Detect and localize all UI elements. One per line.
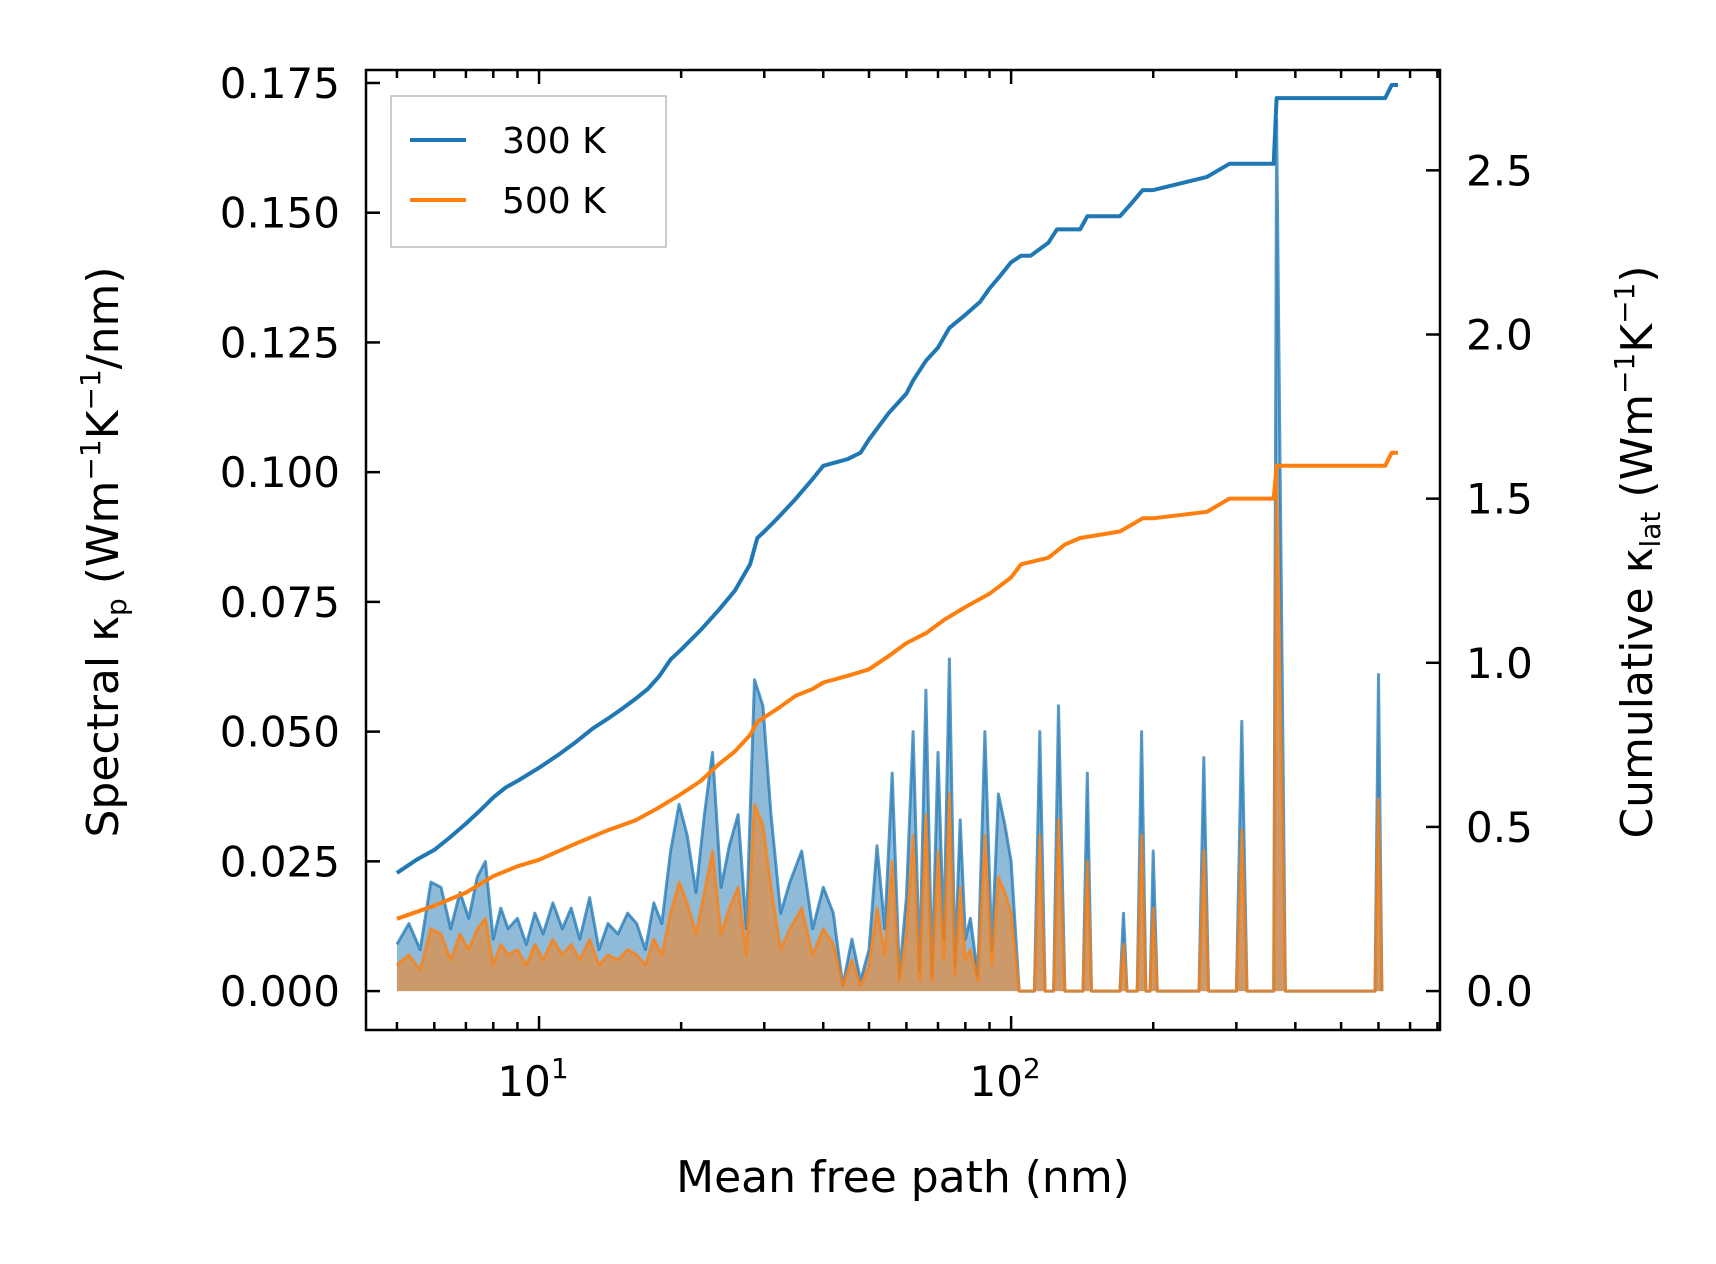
y-left-title-mid: K (78, 409, 129, 439)
y-left-tick-label: 0.050 (220, 708, 340, 757)
y-right-title-sup1: −1 (1608, 353, 1641, 394)
y-left-tick-label: 0.025 (220, 837, 340, 886)
x-axis-title: Mean free path (nm) (676, 1152, 1130, 1203)
x-tick-label: 102 (969, 1052, 1040, 1106)
y-right-tick-label: 0.0 (1466, 967, 1533, 1016)
x-tick-base: 10 (969, 1057, 1022, 1106)
y-left-title-end: /nm) (78, 266, 129, 369)
x-tick-exp: 1 (551, 1052, 569, 1085)
y-left-title-post: (Wm (78, 481, 129, 599)
y-right-title-post: (Wm (1612, 394, 1663, 512)
legend-label-300k: 300 K (502, 121, 607, 162)
y-left-tick-label: 0.150 (220, 189, 340, 238)
y-left-tick-label: 0.175 (220, 59, 340, 108)
y-left-tick-label: 0.100 (220, 448, 340, 497)
x-tick-exp: 2 (1023, 1052, 1041, 1085)
legend: 300 K 500 K (390, 95, 667, 248)
spectral-line-500k (395, 470, 1384, 993)
y-right-tick-label: 2.0 (1466, 310, 1533, 359)
y-right-title-sub: lat (1634, 512, 1667, 548)
legend-frame (390, 95, 667, 248)
legend-label-500k: 500 K (502, 181, 607, 222)
y-left-title-pre: Spectral κ (78, 616, 129, 838)
y-right-tick-label: 2.5 (1466, 146, 1533, 195)
y-left-title-sup1: −1 (74, 439, 107, 480)
y-right-title-end: ) (1612, 265, 1663, 282)
y-right-tick-label: 1.0 (1466, 639, 1533, 688)
axes: 101 1020.0000.0250.0500.0750.1000.1250.15… (220, 59, 1533, 1106)
y-left-tick-label: 0.075 (220, 578, 340, 627)
y-left-tick-label: 0.000 (220, 967, 340, 1016)
y-axis-left-title: Spectral κp (Wm−1K−1/nm) (74, 266, 133, 837)
plot-area (395, 83, 1398, 993)
y-left-tick-label: 0.125 (220, 318, 340, 367)
y-right-tick-label: 0.5 (1466, 803, 1533, 852)
y-axis-right-title: Cumulative κlat (Wm−1K−1) (1608, 265, 1667, 838)
y-left-title-sub: p (100, 598, 133, 616)
y-left-title-sup2: −1 (74, 369, 107, 410)
y-right-tick-label: 1.5 (1466, 475, 1533, 524)
axes-frame (364, 68, 1442, 1032)
y-right-title-sup2: −1 (1608, 283, 1641, 324)
cumulative-line-300k (395, 83, 1398, 875)
y-right-title-pre: Cumulative κ (1612, 547, 1663, 838)
x-tick-label: 101 (497, 1052, 568, 1106)
axis-labels: Mean free path (nm) Spectral κp (Wm−1K−1… (74, 265, 1667, 1203)
x-tick-base: 10 (497, 1057, 550, 1106)
cumulative-line-500k (396, 450, 1398, 921)
y-right-title-mid: K (1612, 323, 1663, 353)
